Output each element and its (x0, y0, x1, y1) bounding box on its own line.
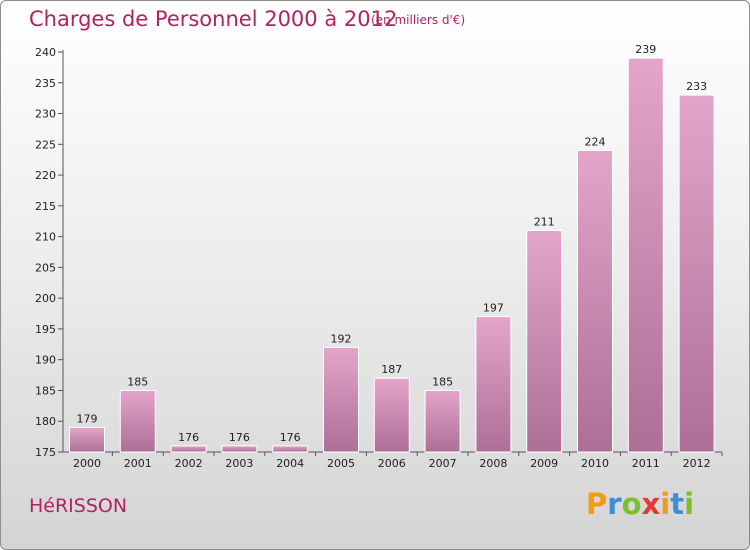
y-tick-label: 185 (35, 384, 56, 397)
bar-2000 (69, 426, 105, 453)
bar-2012 (678, 94, 715, 453)
bar-value-label: 179 (77, 412, 98, 425)
y-tick-label: 195 (35, 323, 56, 336)
bar-2002 (170, 445, 207, 453)
x-tick-label: 2010 (581, 457, 609, 470)
bar-2005 (323, 346, 359, 453)
x-tick-label: 2009 (530, 457, 558, 470)
x-tick-label: 2005 (327, 457, 355, 470)
bar-2003 (221, 445, 258, 453)
y-tick-label: 200 (35, 292, 56, 305)
bar-value-label: 211 (534, 215, 555, 228)
x-tick-label: 2003 (225, 457, 253, 470)
bar-2006 (373, 377, 410, 453)
bar-2004 (272, 445, 309, 453)
x-tick-label: 2002 (175, 457, 203, 470)
bar-2001 (119, 389, 156, 453)
y-tick-label: 220 (35, 169, 56, 182)
x-tick-label: 2006 (378, 457, 406, 470)
x-tick-label: 2011 (632, 457, 660, 470)
chart-subtitle: (en milliers d'€) (371, 13, 466, 27)
bar-value-label: 185 (432, 375, 453, 388)
bar-2010 (577, 149, 613, 453)
bar-value-label: 197 (483, 302, 504, 315)
y-tick-label: 235 (35, 77, 56, 90)
chart-title: Charges de Personnel 2000 à 2012 (29, 7, 398, 31)
commune-name: HéRISSON (29, 495, 128, 517)
x-tick-label: 2001 (124, 457, 152, 470)
bar-value-label: 239 (635, 43, 656, 56)
x-tick-label: 2012 (683, 457, 711, 470)
bar-value-label: 192 (331, 332, 352, 345)
y-tick-label: 190 (35, 354, 56, 367)
bar-value-label: 185 (127, 375, 148, 388)
bar-2011 (627, 57, 664, 453)
y-tick-label: 210 (35, 231, 56, 244)
bar-value-label: 176 (280, 431, 301, 444)
y-tick-label: 225 (35, 138, 56, 151)
bar-value-label: 233 (686, 80, 707, 93)
bar-value-label: 187 (381, 363, 402, 376)
y-tick-label: 180 (35, 415, 56, 428)
y-tick-label: 230 (35, 108, 56, 121)
bar-2007 (424, 389, 461, 453)
y-tick-label: 205 (35, 261, 56, 274)
bar-2009 (526, 229, 563, 453)
x-tick-label: 2008 (479, 457, 507, 470)
y-tick-label: 240 (35, 46, 56, 59)
proxiti-logo: Proxiti (586, 487, 695, 521)
x-tick-label: 2004 (276, 457, 304, 470)
bar-value-label: 176 (178, 431, 199, 444)
bar-value-label: 224 (585, 135, 606, 148)
y-tick-label: 175 (35, 446, 56, 459)
x-tick-label: 2000 (73, 457, 101, 470)
x-tick-label: 2007 (429, 457, 457, 470)
y-tick-label: 215 (35, 200, 56, 213)
bar-value-label: 176 (229, 431, 250, 444)
bar-2008 (475, 316, 512, 453)
